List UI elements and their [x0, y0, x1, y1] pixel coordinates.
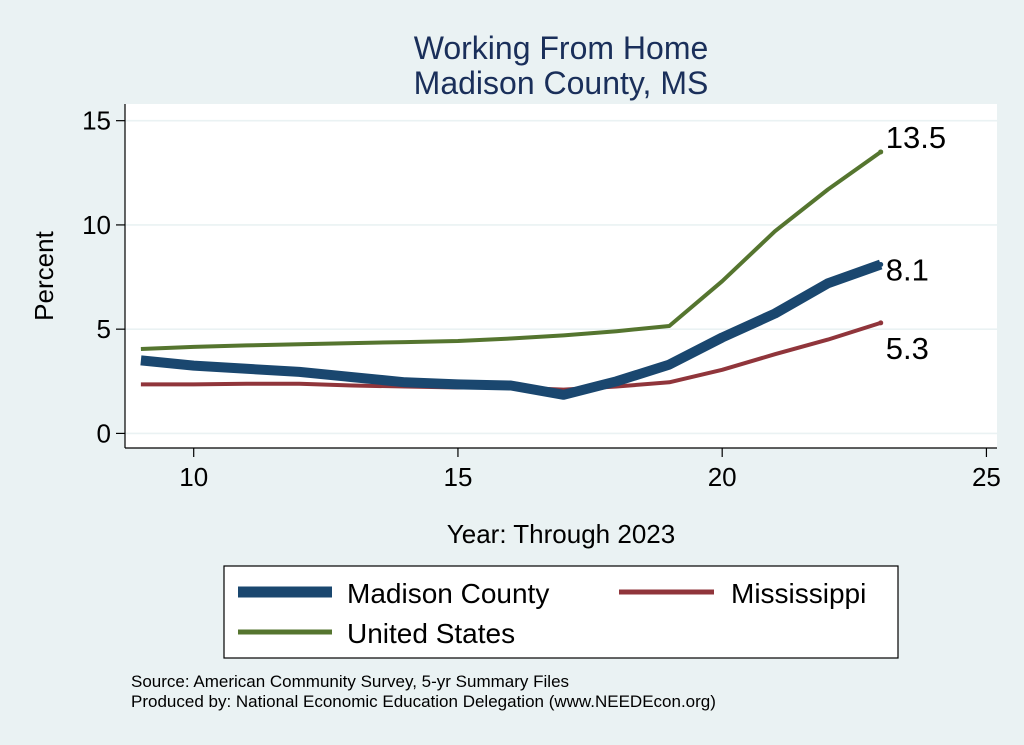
axes: [124, 104, 997, 449]
end-point-madison-county: [878, 262, 884, 268]
chart-title-line-1: Working From Home: [414, 30, 709, 66]
end-point-united-states: [878, 149, 884, 155]
legend-box: [223, 565, 899, 659]
legend-label-madison-county: Madison County: [347, 578, 549, 609]
series-line-madison-county: [140, 259, 883, 400]
end-labels: 8.1 5.3 13.5: [886, 120, 946, 366]
x-tick-label-10: 10: [179, 462, 208, 492]
end-point-mississippi: [878, 320, 884, 326]
y-axis-title: Percent: [29, 230, 59, 320]
y-tick-label-0: 0: [97, 418, 111, 448]
chart-title-line-2: Madison County, MS: [414, 65, 709, 101]
end-label-madison-county: 8.1: [886, 253, 929, 288]
x-tick-label-25: 25: [972, 462, 1001, 492]
x-tick-label-15: 15: [443, 462, 472, 492]
y-tick-label-15: 15: [82, 106, 111, 136]
series-line-united-states: [140, 150, 882, 351]
producer-note: Produced by: National Economic Education…: [131, 692, 716, 711]
end-label-mississippi: 5.3: [886, 331, 929, 366]
x-axis-title: Year: Through 2023: [447, 519, 675, 549]
x-tick-label-20: 20: [708, 462, 737, 492]
legend-label-mississippi: Mississippi: [731, 578, 866, 609]
gridlines: [125, 119, 997, 435]
y-tick-label-5: 5: [97, 314, 111, 344]
source-note: Source: American Community Survey, 5-yr …: [131, 672, 570, 691]
legend: Madison County Mississippi United States: [223, 565, 899, 659]
y-tick-label-10: 10: [82, 210, 111, 240]
series-lines: [140, 149, 884, 400]
tick-labels: 0 5 10 15 10 15 20 25: [82, 106, 1001, 492]
legend-label-united-states: United States: [347, 618, 515, 649]
end-label-united-states: 13.5: [886, 120, 946, 155]
